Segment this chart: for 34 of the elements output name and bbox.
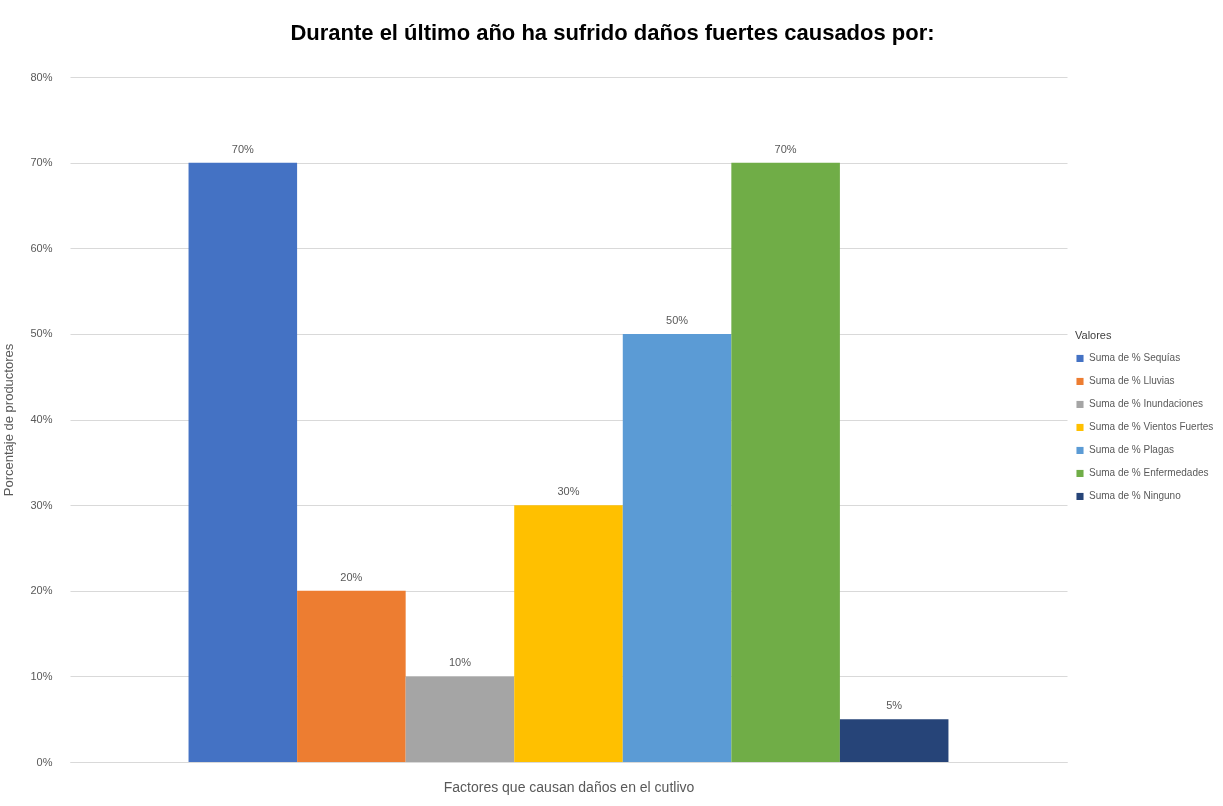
bar — [731, 162, 840, 762]
y-tick-label: 70% — [30, 156, 53, 169]
legend-label: Suma de % Enfermedades — [1089, 467, 1209, 479]
legend-label: Suma de % Ninguno — [1089, 490, 1182, 502]
bar — [297, 590, 406, 762]
data-label: 20% — [340, 570, 363, 583]
bar — [405, 676, 515, 762]
legend-label: Suma de % Vientos Fuertes — [1089, 421, 1214, 433]
data-label: 70% — [231, 142, 255, 155]
legend-label: Suma de % Lluvias — [1089, 375, 1175, 387]
legend-label: Suma de % Inundaciones — [1089, 398, 1203, 410]
y-tick-label: 10% — [30, 669, 53, 682]
bar — [514, 505, 623, 762]
legend-label: Suma de % Plagas — [1089, 444, 1175, 456]
legend-label: Suma de % Sequías — [1089, 352, 1181, 364]
y-tick-label: 30% — [30, 498, 53, 511]
y-tick-label: 80% — [30, 70, 53, 83]
y-tick-label: 40% — [30, 413, 53, 425]
x-axis-title: Factores que causan daños en el cutlivo — [443, 778, 695, 795]
y-axis-title: Porcentaje de productores — [1, 343, 17, 497]
chart-title: Durante el último año ha sufrido daños fuertes causados por: — [290, 20, 935, 45]
bar — [622, 333, 732, 762]
data-label: 5% — [886, 699, 903, 712]
bar — [188, 162, 298, 762]
data-label: 70% — [774, 142, 797, 155]
data-label: 50% — [666, 313, 689, 326]
data-label: 10% — [448, 656, 472, 669]
y-tick-label: 20% — [30, 584, 53, 597]
data-label: 30% — [557, 485, 580, 498]
y-tick-label: 50% — [30, 327, 53, 340]
bar — [839, 719, 949, 762]
legend-title: Valores — [1075, 329, 1112, 342]
y-tick-label: 60% — [30, 241, 53, 254]
y-tick-label: 0% — [36, 755, 53, 768]
